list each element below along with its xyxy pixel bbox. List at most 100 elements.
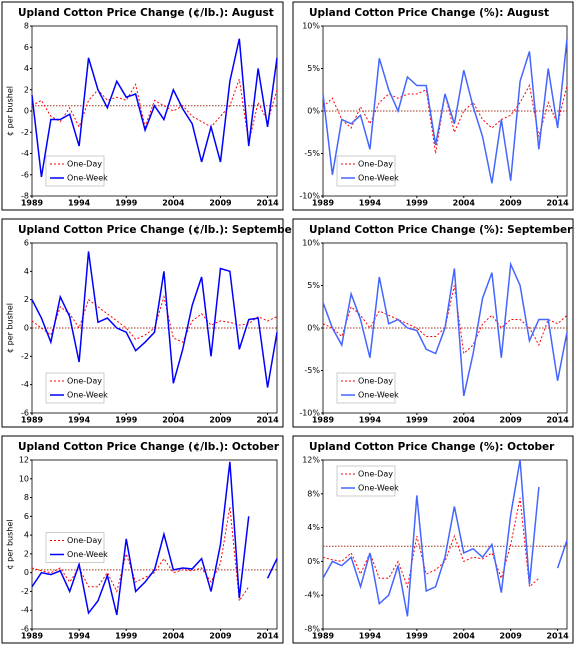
y-tick-label: -6 [21, 170, 29, 179]
x-tick-label: 2014 [546, 632, 569, 641]
x-tick-label: 1994 [68, 416, 91, 425]
y-tick-label: 0% [307, 107, 320, 116]
x-tick-label: 1994 [359, 199, 382, 208]
legend-box [336, 155, 396, 187]
legend-label: One-Week [358, 391, 399, 400]
x-tick-label: 2014 [256, 416, 279, 425]
series-line [31, 38, 278, 177]
chart-title: Upland Cotton Price Change (¢/lb.): Sept… [18, 224, 298, 236]
y-tick-label: 6 [24, 512, 29, 521]
y-tick-label: 4 [24, 64, 29, 73]
x-tick-label: 2014 [546, 199, 569, 208]
y-tick-label: -2 [21, 128, 29, 137]
legend-label: One-Week [358, 484, 399, 493]
y-tick-label: -8% [304, 625, 320, 634]
x-tick-label: 2009 [500, 416, 523, 425]
y-tick-label: -2 [21, 352, 29, 361]
y-tick-label: -6 [21, 409, 29, 418]
y-tick-label: 10 [19, 474, 29, 483]
x-tick-label: 2004 [453, 199, 476, 208]
series-line [31, 251, 278, 388]
x-tick-label: 2009 [209, 199, 232, 208]
x-tick-label: 1994 [68, 199, 91, 208]
y-tick-label: 2 [24, 295, 29, 304]
series-line [322, 38, 568, 184]
x-tick-label: 1989 [21, 416, 44, 425]
y-tick-label: 5% [307, 281, 320, 290]
y-tick-label: -4% [304, 591, 320, 600]
x-tick-label: 1999 [115, 632, 138, 641]
x-tick-label: 1994 [68, 632, 91, 641]
x-tick-label: 2009 [209, 632, 232, 641]
legend-box [45, 532, 105, 563]
y-tick-label: 12 [19, 456, 29, 465]
chart-title: Upland Cotton Price Change (¢/lb.): Augu… [18, 7, 274, 19]
panel-frame [292, 435, 574, 644]
legend-label: One-Week [67, 550, 108, 559]
x-tick-label: 1999 [406, 632, 429, 641]
legend-label: One-Week [358, 174, 399, 183]
legend-label: One-Day [67, 536, 102, 545]
legend-label: One-Day [358, 377, 393, 386]
y-tick-label: -2 [21, 587, 29, 596]
x-tick-label: 1989 [312, 632, 335, 641]
y-tick-label: 8 [24, 493, 29, 502]
y-tick-label: 0% [307, 557, 320, 566]
chart-title: Upland Cotton Price Change (%): August [309, 7, 549, 19]
legend-label: One-Day [67, 160, 102, 169]
plot-area [31, 459, 278, 630]
legend-label: One-Day [358, 160, 393, 169]
x-tick-label: 2004 [453, 632, 476, 641]
x-tick-label: 2004 [453, 416, 476, 425]
chart-title: Upland Cotton Price Change (¢/lb.): Octo… [18, 441, 280, 453]
y-tick-label: -6 [21, 625, 29, 634]
y-axis-label: ¢ per bushel [6, 520, 15, 570]
legend-box [336, 372, 396, 404]
series-line [31, 506, 250, 603]
x-tick-label: 2014 [256, 199, 279, 208]
y-tick-label: -5% [304, 366, 320, 375]
x-tick-label: 1999 [406, 416, 429, 425]
plot-area [322, 459, 568, 630]
series-line [322, 459, 568, 617]
y-tick-label: 0 [24, 568, 29, 577]
y-tick-label: 6 [24, 239, 29, 248]
y-tick-label: 0 [24, 107, 29, 116]
x-tick-label: 2009 [500, 632, 523, 641]
x-tick-label: 1999 [406, 199, 429, 208]
legend-label: One-Day [67, 377, 102, 386]
chart-title: Upland Cotton Price Change (%): October [309, 441, 555, 453]
x-tick-label: 2004 [162, 199, 185, 208]
y-tick-label: 5% [307, 64, 320, 73]
y-tick-label: 0 [24, 324, 29, 333]
series-line [322, 261, 568, 397]
y-tick-label: 8 [24, 22, 29, 31]
y-tick-label: -10% [299, 409, 320, 418]
y-tick-label: 4 [24, 267, 29, 276]
legend-box [45, 372, 105, 404]
y-tick-label: -5% [304, 149, 320, 158]
series-line [322, 497, 540, 589]
y-tick-label: -4 [21, 606, 29, 615]
x-tick-label: 1989 [21, 632, 44, 641]
y-tick-label: 2 [24, 549, 29, 558]
x-tick-label: 1999 [115, 199, 138, 208]
y-tick-label: -4 [21, 149, 29, 158]
y-tick-label: 4% [307, 523, 320, 532]
y-tick-label: 12% [302, 456, 320, 465]
x-tick-label: 2014 [546, 416, 569, 425]
x-tick-label: 1989 [312, 416, 335, 425]
panel-frame [292, 1, 574, 211]
x-tick-label: 2004 [162, 416, 185, 425]
x-tick-label: 2009 [209, 416, 232, 425]
x-tick-label: 1999 [115, 416, 138, 425]
panel-frame [292, 218, 574, 428]
x-tick-label: 1989 [312, 199, 335, 208]
x-tick-label: 1994 [359, 632, 382, 641]
x-tick-label: 2014 [256, 632, 279, 641]
x-tick-label: 1989 [21, 199, 44, 208]
y-tick-label: 6 [24, 43, 29, 52]
x-tick-label: 2004 [162, 632, 185, 641]
